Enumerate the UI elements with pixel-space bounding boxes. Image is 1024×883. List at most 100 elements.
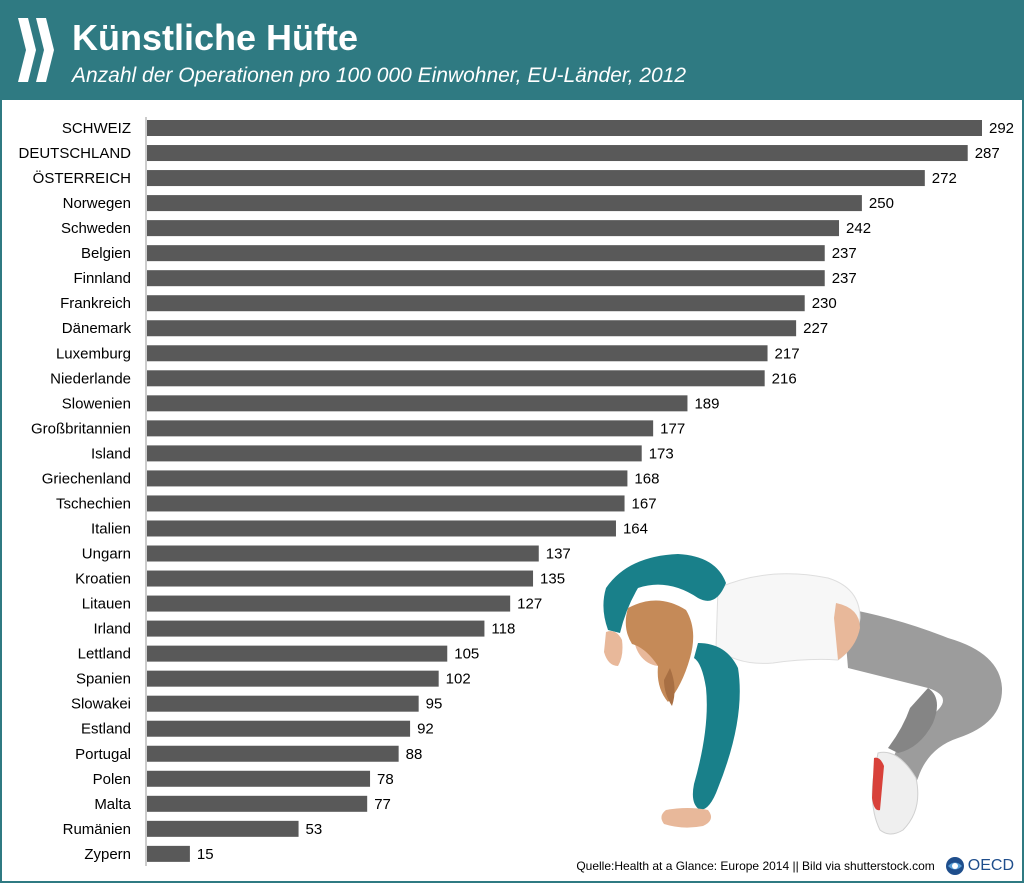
bar bbox=[147, 395, 688, 412]
category-label: Malta bbox=[94, 796, 131, 813]
bar bbox=[147, 270, 825, 287]
value-label: 88 bbox=[406, 746, 423, 763]
oecd-globe-icon bbox=[945, 857, 964, 875]
value-label: 53 bbox=[306, 821, 323, 838]
value-label: 242 bbox=[846, 220, 871, 237]
value-label: 237 bbox=[832, 245, 857, 262]
chart-title: Künstliche Hüfte bbox=[72, 17, 359, 58]
bar bbox=[147, 795, 368, 812]
category-label: Island bbox=[91, 445, 131, 462]
category-label: Tschechien bbox=[56, 495, 131, 512]
value-label: 15 bbox=[197, 846, 214, 863]
category-label: Dänemark bbox=[62, 320, 132, 337]
category-label: Irland bbox=[93, 621, 131, 638]
oecd-logo: OECD bbox=[945, 856, 1014, 876]
value-label: 189 bbox=[694, 395, 719, 412]
value-label: 137 bbox=[546, 546, 571, 563]
value-label: 164 bbox=[623, 520, 648, 537]
value-label: 78 bbox=[377, 771, 394, 788]
value-label: 127 bbox=[517, 596, 542, 613]
value-label: 287 bbox=[975, 145, 1000, 162]
chart-subtitle: Anzahl der Operationen pro 100 000 Einwo… bbox=[72, 64, 687, 87]
bar bbox=[147, 470, 628, 487]
category-label: Rumänien bbox=[63, 821, 131, 838]
bar bbox=[147, 120, 982, 136]
bar bbox=[147, 420, 654, 437]
value-label: 167 bbox=[632, 495, 657, 512]
bar bbox=[147, 145, 968, 162]
bar bbox=[147, 845, 190, 862]
category-label: Luxemburg bbox=[56, 345, 131, 362]
bar bbox=[147, 345, 768, 362]
bar bbox=[147, 320, 797, 337]
category-label: DEUTSCHLAND bbox=[18, 145, 131, 162]
bar bbox=[147, 720, 411, 737]
breakdancer-photo bbox=[603, 554, 1003, 835]
bar bbox=[147, 295, 805, 312]
bar bbox=[147, 570, 534, 587]
bar bbox=[147, 495, 625, 512]
category-label: Frankreich bbox=[60, 295, 131, 312]
category-label: Litauen bbox=[82, 596, 131, 613]
bar bbox=[147, 170, 925, 187]
value-label: 135 bbox=[540, 571, 565, 588]
category-label: Ungarn bbox=[82, 546, 131, 563]
category-label: Norwegen bbox=[63, 195, 131, 212]
bar bbox=[147, 645, 448, 662]
value-label: 230 bbox=[812, 295, 837, 312]
category-label: Italien bbox=[91, 520, 131, 537]
category-label: Estland bbox=[81, 721, 131, 738]
bar bbox=[147, 620, 485, 637]
bar bbox=[147, 695, 419, 712]
double-chevron-quote-icon bbox=[18, 18, 54, 82]
category-label: Zypern bbox=[84, 846, 131, 863]
category-label: Spanien bbox=[76, 671, 131, 688]
value-label: 216 bbox=[772, 370, 797, 387]
bar bbox=[147, 445, 642, 462]
bar bbox=[147, 545, 539, 562]
bar bbox=[147, 245, 825, 262]
value-label: 168 bbox=[634, 470, 659, 487]
source-note: Quelle:Health at a Glance: Europe 2014 |… bbox=[576, 859, 935, 873]
bar bbox=[147, 195, 862, 212]
category-label: Polen bbox=[93, 771, 131, 788]
bar bbox=[147, 820, 299, 837]
value-label: 92 bbox=[417, 721, 434, 738]
category-label: SCHWEIZ bbox=[62, 120, 131, 137]
value-label: 177 bbox=[660, 420, 685, 437]
bar bbox=[147, 520, 616, 537]
category-label: Slowenien bbox=[62, 395, 131, 412]
value-label: 272 bbox=[932, 170, 957, 187]
footer: Quelle:Health at a Glance: Europe 2014 |… bbox=[576, 855, 1014, 877]
category-label: Finnland bbox=[73, 270, 131, 287]
value-label: 102 bbox=[446, 671, 471, 688]
bar bbox=[147, 770, 371, 787]
header-banner: Künstliche Hüfte Anzahl der Operationen … bbox=[0, 0, 1024, 100]
category-label: Schweden bbox=[61, 220, 131, 237]
bar bbox=[147, 670, 439, 687]
value-label: 118 bbox=[491, 621, 515, 638]
category-label: Lettland bbox=[78, 646, 131, 663]
category-label: Großbritannien bbox=[31, 420, 131, 437]
value-label: 173 bbox=[649, 445, 674, 462]
value-label: 77 bbox=[374, 796, 391, 813]
value-label: 95 bbox=[426, 696, 443, 713]
value-label: 250 bbox=[869, 195, 894, 212]
category-label: Portugal bbox=[75, 746, 131, 763]
category-label: Griechenland bbox=[42, 470, 131, 487]
category-label: Niederlande bbox=[50, 370, 131, 387]
value-label: 237 bbox=[832, 270, 857, 287]
category-label: Belgien bbox=[81, 245, 131, 262]
bar bbox=[147, 370, 765, 387]
category-label: Slowakei bbox=[71, 696, 131, 713]
value-label: 217 bbox=[775, 345, 800, 362]
bar bbox=[147, 745, 399, 762]
bar bbox=[147, 220, 840, 237]
value-label: 105 bbox=[454, 646, 479, 663]
value-label: 292 bbox=[989, 120, 1014, 137]
value-label: 227 bbox=[803, 320, 828, 337]
category-label: ÖSTERREICH bbox=[33, 169, 131, 187]
bar bbox=[147, 595, 511, 612]
oecd-label: OECD bbox=[967, 857, 1014, 874]
